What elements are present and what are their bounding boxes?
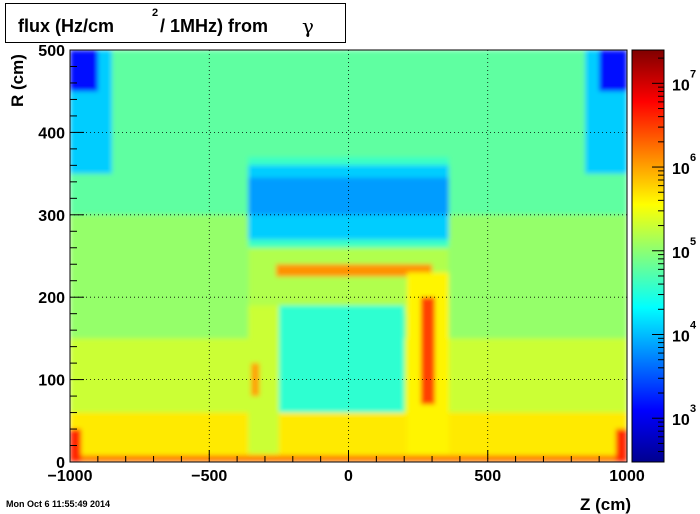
heatmap-region xyxy=(251,363,260,397)
y-axis: 0 100 200 300 400 500 xyxy=(38,43,84,472)
y-tick-label: 100 xyxy=(38,373,65,390)
heatmap-cells xyxy=(70,50,627,462)
y-tick-label: 500 xyxy=(38,43,65,60)
y-tick-label: 0 xyxy=(56,455,65,472)
heatmap-region xyxy=(248,177,449,215)
heatmap-region xyxy=(276,264,433,277)
y-axis-label: R (cm) xyxy=(8,54,27,107)
colorbar-label-base: 10 xyxy=(672,77,690,94)
colorbar-label-base: 10 xyxy=(672,161,690,178)
grid xyxy=(70,50,627,462)
colorbar xyxy=(631,49,665,463)
colorbar-label-exponent: 6 xyxy=(690,152,696,164)
colorbar-label-exponent: 3 xyxy=(690,403,696,415)
colorbar-label-base: 10 xyxy=(672,412,690,429)
title-box: flux (Hz/cm 2 / 1MHz) from γ xyxy=(5,3,346,43)
y-tick-label: 300 xyxy=(38,208,65,225)
title-prefix: flux (Hz/cm xyxy=(18,16,115,36)
x-axis: −1000 −500 0 500 1000 xyxy=(48,450,645,485)
y-tick-label: 200 xyxy=(38,290,65,307)
title-particle: γ xyxy=(302,14,314,38)
x-tick-label: 500 xyxy=(474,468,501,485)
y-tick-label: 400 xyxy=(38,125,65,142)
heatmap-region-group xyxy=(70,50,627,462)
timestamp: Mon Oct 6 11:55:49 2014 xyxy=(6,499,111,509)
title-superscript: 2 xyxy=(152,7,159,19)
x-tick-label: 0 xyxy=(344,468,353,485)
title-suffix: / 1MHz) from xyxy=(160,16,268,36)
colorbar-label-base: 10 xyxy=(672,328,690,345)
colorbar-label-exponent: 7 xyxy=(690,68,696,80)
heatmap-region xyxy=(70,50,98,92)
x-tick-label: −1000 xyxy=(48,468,93,485)
colorbar-label-exponent: 5 xyxy=(690,236,696,248)
colorbar-label-base: 10 xyxy=(672,245,690,262)
x-tick-label: −500 xyxy=(191,468,227,485)
heatmap-region xyxy=(420,297,435,405)
heatmap-region xyxy=(615,429,627,462)
x-axis-label: Z (cm) xyxy=(580,495,631,514)
x-tick-label: 1000 xyxy=(609,468,645,485)
heatmap-region xyxy=(278,305,405,413)
colorbar-label-exponent: 4 xyxy=(690,319,697,331)
heatmap-region xyxy=(599,50,627,92)
